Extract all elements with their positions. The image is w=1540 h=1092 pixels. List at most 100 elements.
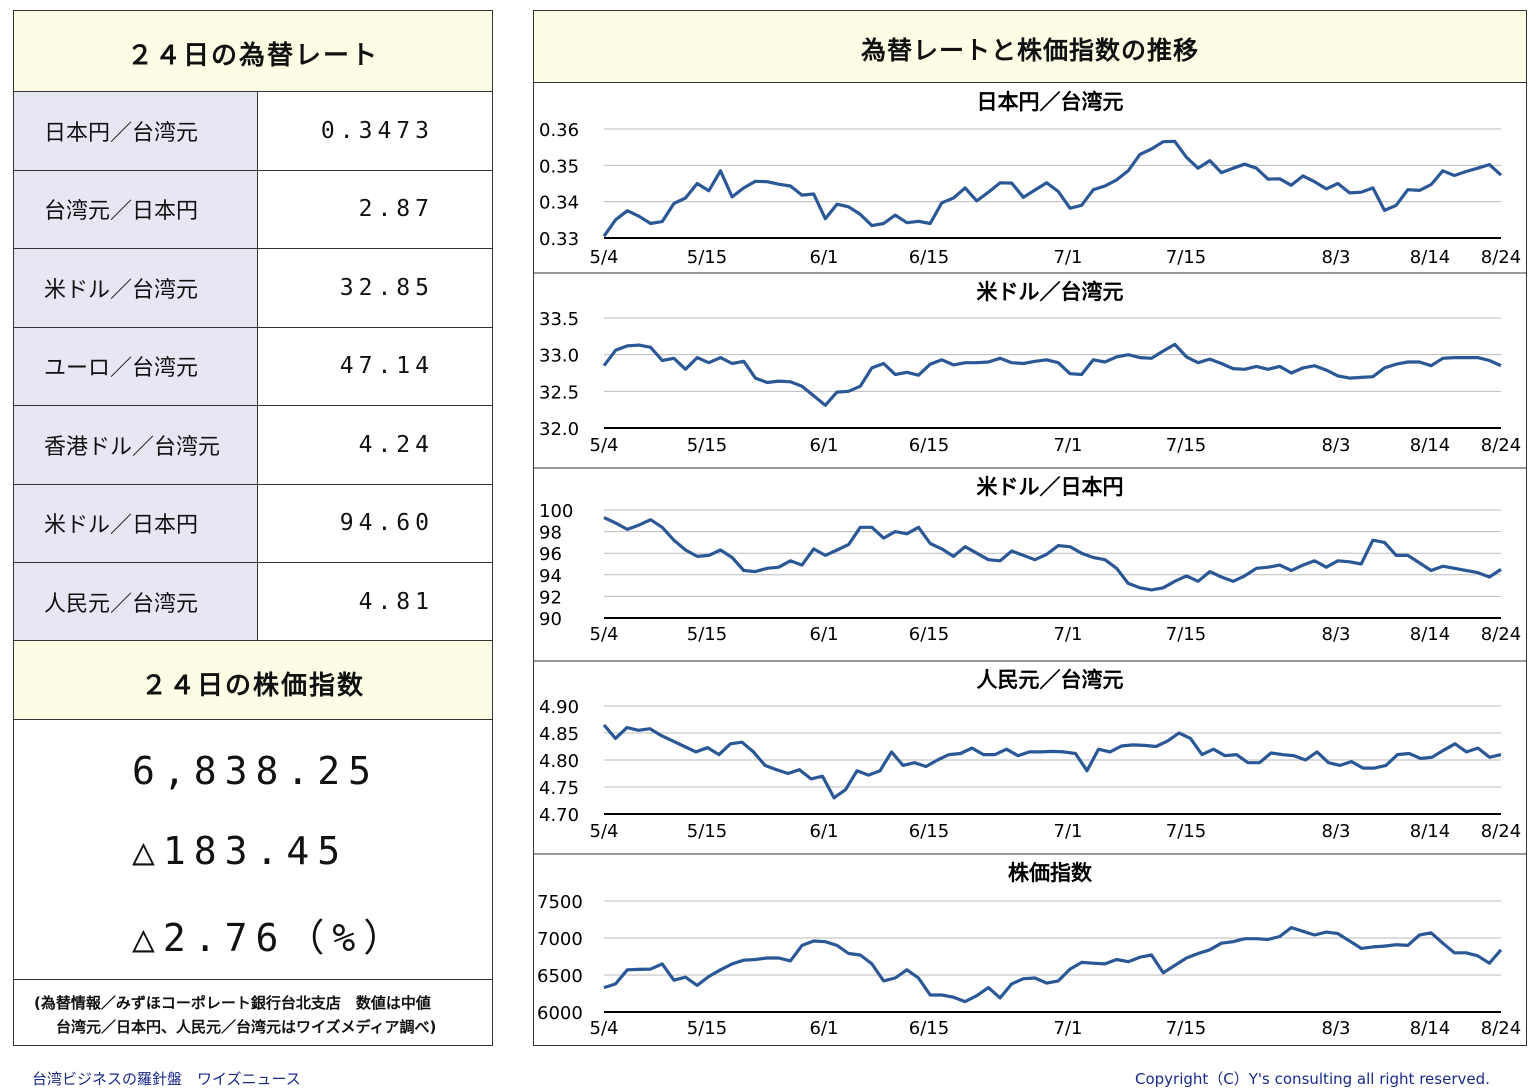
x-tick-label: 8/14 bbox=[1410, 247, 1450, 268]
footer-copyright: Copyright（C）Y's consulting all right res… bbox=[1135, 1070, 1490, 1088]
y-tick-label: 32.5 bbox=[539, 382, 579, 403]
y-tick-label: 0.34 bbox=[539, 193, 579, 214]
x-tick-label: 5/15 bbox=[687, 435, 727, 456]
rate-label: 米ドル／台湾元 bbox=[14, 249, 258, 327]
series-line bbox=[603, 925, 1503, 1004]
chart-title: 米ドル／台湾元 bbox=[977, 280, 1124, 304]
x-tick-label: 6/1 bbox=[810, 435, 839, 456]
x-tick-label: 8/3 bbox=[1322, 435, 1351, 456]
x-tick-label: 6/1 bbox=[810, 1018, 839, 1039]
stock-title: ２４日の株価指数 bbox=[140, 671, 365, 701]
charts-title-bar: 為替レートと株価指数の推移 bbox=[534, 11, 1526, 83]
x-tick-label: 5/4 bbox=[590, 1018, 619, 1039]
rate-label: 米ドル／日本円 bbox=[14, 484, 258, 562]
x-tick-label: 5/4 bbox=[590, 247, 619, 268]
x-tick-label: 5/15 bbox=[687, 1018, 727, 1039]
x-tick-label: 6/1 bbox=[810, 247, 839, 268]
x-tick-label: 8/24 bbox=[1481, 821, 1521, 842]
rate-value: 0.3473 bbox=[320, 117, 434, 144]
charts-area: 日本円／台湾元 0.33 0.34 0.35 0.36 5/4 5/15 6/1 6/15 7/1… bbox=[534, 90, 1526, 1039]
fx-title: ２４日の為替レート bbox=[126, 41, 379, 71]
x-tick-label: 6/15 bbox=[909, 1018, 949, 1039]
x-tick-label: 5/15 bbox=[687, 821, 727, 842]
y-tick-label: 0.35 bbox=[539, 156, 579, 177]
y-tick-label: 7500 bbox=[537, 892, 583, 913]
rate-label: ユーロ／台湾元 bbox=[14, 327, 258, 405]
y-tick-label: 4.90 bbox=[539, 697, 579, 718]
x-tick-label: 8/3 bbox=[1322, 821, 1351, 842]
y-tick-label: 6000 bbox=[537, 1003, 583, 1024]
rate-value: 2.87 bbox=[358, 196, 434, 223]
y-tick-label: 33.5 bbox=[539, 309, 579, 330]
x-tick-label: 8/24 bbox=[1481, 624, 1521, 645]
rate-value: 4.24 bbox=[358, 431, 434, 458]
y-tick-label: 94 bbox=[539, 566, 562, 587]
rate-row: 香港ドル／台湾元 4.24 bbox=[14, 405, 492, 484]
x-tick-label: 7/1 bbox=[1054, 1018, 1083, 1039]
left-panel: ２４日の為替レート 日本円／台湾元 0.3473 台湾元／日本円 2.87 米ドル／台湾… bbox=[13, 10, 493, 1046]
rate-value: 4.81 bbox=[358, 588, 434, 615]
x-tick-label: 7/1 bbox=[1054, 821, 1083, 842]
chart-4: 人民元／台湾元 4.70 4.75 4.80 4.85 4.90 5/4 5/15 6/1 6/1… bbox=[534, 660, 1526, 842]
rate-label: 台湾元／日本円 bbox=[14, 170, 258, 248]
rate-label: 日本円／台湾元 bbox=[14, 92, 258, 170]
rate-value: 47.14 bbox=[339, 353, 434, 380]
x-tick-label: 7/1 bbox=[1054, 435, 1083, 456]
chart-title: 米ドル／日本円 bbox=[977, 475, 1124, 499]
series-line bbox=[602, 342, 1502, 407]
x-tick-label: 8/3 bbox=[1322, 624, 1351, 645]
x-tick-label: 8/14 bbox=[1410, 821, 1450, 842]
x-tick-label: 7/1 bbox=[1054, 624, 1083, 645]
x-tick-label: 7/15 bbox=[1166, 247, 1206, 268]
series-line bbox=[602, 723, 1502, 800]
rate-value: 94.60 bbox=[339, 510, 434, 537]
y-tick-label: 0.36 bbox=[539, 120, 579, 141]
y-tick-label: 6500 bbox=[537, 966, 583, 987]
y-tick-label: 33.0 bbox=[539, 346, 579, 367]
x-tick-label: 8/14 bbox=[1410, 624, 1450, 645]
chart-1: 日本円／台湾元 0.33 0.34 0.35 0.36 5/4 5/15 6/1 6/15 7/1… bbox=[539, 90, 1521, 268]
right-panel: 為替レートと株価指数の推移 日本円／台湾元 0.33 0.34 0.35 0.36 5/4… bbox=[533, 10, 1527, 1046]
x-tick-label: 5/15 bbox=[687, 247, 727, 268]
x-tick-label: 6/15 bbox=[909, 821, 949, 842]
x-tick-label: 7/15 bbox=[1166, 435, 1206, 456]
y-tick-label: 90 bbox=[539, 609, 562, 630]
series-line bbox=[603, 516, 1502, 592]
rate-row: ユーロ／台湾元 47.14 bbox=[14, 326, 492, 405]
y-tick-label: 4.70 bbox=[539, 805, 579, 826]
rate-value: 32.85 bbox=[339, 274, 434, 301]
footer-brand: 台湾ビジネスの羅針盤 ワイズニュース bbox=[32, 1070, 301, 1088]
y-tick-label: 98 bbox=[539, 523, 562, 544]
x-tick-label: 6/15 bbox=[909, 624, 949, 645]
x-tick-label: 8/24 bbox=[1481, 435, 1521, 456]
stock-value: 6,838.25 bbox=[132, 749, 380, 793]
note-line-2: 台湾元／日本円、人民元／台湾元はワイズメディア調べ) bbox=[56, 1018, 437, 1036]
x-tick-label: 6/1 bbox=[810, 624, 839, 645]
x-tick-label: 5/15 bbox=[687, 624, 727, 645]
chart-5: 株価指数 6000 6500 7000 7500 5/4 5/15 6/1 6/15 7/1 7/1… bbox=[534, 853, 1526, 1039]
y-tick-label: 4.85 bbox=[539, 724, 579, 745]
x-tick-label: 6/15 bbox=[909, 247, 949, 268]
x-tick-label: 8/3 bbox=[1322, 247, 1351, 268]
y-tick-label: 4.75 bbox=[539, 778, 579, 799]
series-line bbox=[602, 139, 1503, 238]
x-tick-label: 7/15 bbox=[1166, 624, 1206, 645]
rate-label: 香港ドル／台湾元 bbox=[14, 406, 258, 484]
charts-title: 為替レートと株価指数の推移 bbox=[860, 36, 1199, 65]
fx-title-bar: ２４日の為替レート bbox=[14, 11, 492, 91]
rate-row: 人民元／台湾元 4.81 bbox=[14, 562, 492, 641]
y-tick-label: 0.33 bbox=[539, 229, 579, 250]
y-tick-label: 7000 bbox=[537, 929, 583, 950]
x-tick-label: 6/15 bbox=[909, 435, 949, 456]
chart-title: 株価指数 bbox=[1008, 861, 1093, 885]
note-box: (為替情報／みずほコーポレート銀行台北支店 数値は中値 台湾元／日本円、人民元／… bbox=[14, 979, 492, 1047]
chart-title: 人民元／台湾元 bbox=[977, 668, 1124, 692]
chart-title: 日本円／台湾元 bbox=[977, 90, 1124, 114]
note-line-1: (為替情報／みずほコーポレート銀行台北支店 数値は中値 bbox=[34, 994, 431, 1012]
x-tick-label: 6/1 bbox=[810, 821, 839, 842]
x-tick-label: 8/14 bbox=[1410, 435, 1450, 456]
x-tick-label: 8/24 bbox=[1481, 1018, 1521, 1039]
y-tick-label: 100 bbox=[539, 501, 573, 522]
rate-label: 人民元／台湾元 bbox=[14, 563, 258, 641]
